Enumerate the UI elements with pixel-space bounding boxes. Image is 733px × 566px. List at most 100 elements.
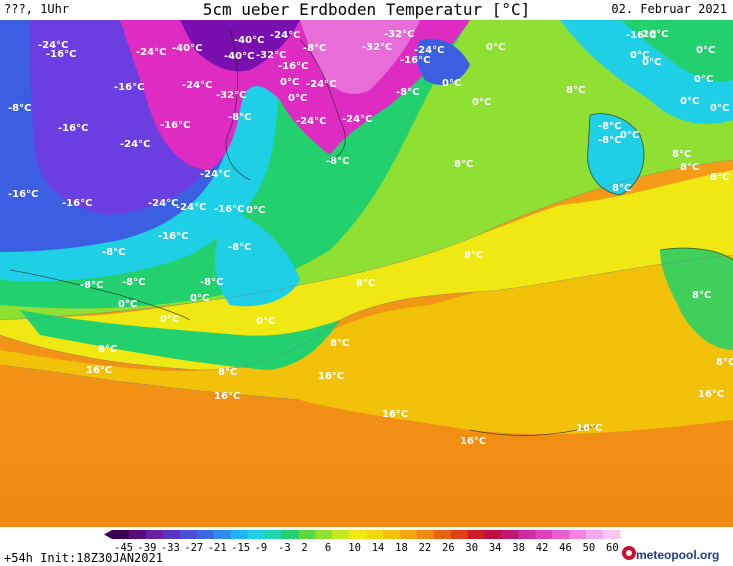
- temperature-label: 8°C: [98, 344, 117, 355]
- scale-swatch: [145, 530, 164, 539]
- temperature-label: -32°C: [384, 29, 414, 40]
- temperature-label: 16°C: [382, 409, 408, 420]
- temperature-label: 0°C: [710, 103, 729, 114]
- temperature-label: 8°C: [566, 85, 585, 96]
- temperature-label: -16°C: [214, 204, 244, 215]
- forecast-date: 02. Februar 2021: [611, 2, 727, 16]
- temperature-label: -40°C: [234, 35, 264, 46]
- temperature-label: 8°C: [710, 172, 729, 183]
- temperature-label: 0°C: [472, 97, 491, 108]
- temperature-label: 0°C: [680, 96, 699, 107]
- scale-swatch: [518, 530, 536, 539]
- temperature-label: 16°C: [460, 436, 486, 447]
- temperature-label: 16°C: [86, 365, 112, 376]
- temperature-label: 0°C: [288, 93, 307, 104]
- init-time: +54h Init:18Z30JAN2021: [4, 551, 163, 565]
- map-header: ???, 1Uhr 5cm ueber Erdboden Temperatur …: [0, 0, 733, 20]
- map-title: 5cm ueber Erdboden Temperatur [°C]: [202, 0, 531, 19]
- temperature-label: -8°C: [102, 247, 125, 258]
- scale-value: 22: [418, 542, 432, 554]
- temperature-label: -24°C: [342, 114, 372, 125]
- scale-swatch: [535, 530, 553, 539]
- temperature-label: 16°C: [318, 371, 344, 382]
- scale-value: -27: [184, 542, 204, 554]
- temperature-label: 0°C: [630, 50, 649, 61]
- temperature-label: -40°C: [172, 43, 202, 54]
- zone-ne-blue: [416, 38, 470, 85]
- zone-isles: [587, 113, 644, 195]
- temperature-label: -16°C: [8, 189, 38, 200]
- temperature-label: -8°C: [228, 242, 251, 253]
- temperature-label: -8°C: [396, 87, 419, 98]
- temperature-label: -16°C: [626, 30, 656, 41]
- scale-swatch: [264, 530, 282, 539]
- temperature-label: 8°C: [672, 149, 691, 160]
- zone-greenland-ice: [300, 20, 420, 94]
- scale-swatch: [501, 530, 519, 539]
- temperature-label: -24°C: [38, 40, 68, 51]
- scale-swatch: [467, 530, 486, 539]
- scale-swatch: [315, 530, 333, 539]
- temperature-label: -16°C: [278, 61, 308, 72]
- temperature-label: -8°C: [228, 112, 251, 123]
- scale-value: 30: [465, 542, 479, 554]
- scale-swatch: [162, 530, 181, 539]
- scale-swatch: [349, 530, 367, 539]
- temperature-label: 0°C: [442, 78, 461, 89]
- scale-value: 50: [582, 542, 596, 554]
- temperature-label: -24°C: [306, 79, 336, 90]
- scale-value: -21: [207, 542, 227, 554]
- scale-value: 10: [348, 542, 361, 554]
- temperature-label: 0°C: [246, 205, 265, 216]
- temperature-label: 8°C: [716, 357, 733, 368]
- map-footer: [0, 527, 733, 566]
- temperature-label: -16°C: [638, 29, 668, 40]
- zone-amber: [0, 240, 733, 435]
- temperature-label: 0°C: [642, 57, 661, 68]
- temperature-label: -16°C: [158, 231, 188, 242]
- scale-swatch: [552, 530, 570, 539]
- scale-value: -15: [231, 542, 251, 554]
- scale-value: 34: [488, 542, 502, 554]
- temperature-label: -8°C: [8, 103, 31, 114]
- scale-value: 38: [512, 542, 525, 554]
- temperature-labels: -24°C-16°C -24°C -40°C-40°C -24°C-40°C -32°C…: [8, 29, 733, 447]
- scale-swatch: [128, 530, 147, 539]
- brand-name: meteopool.org: [636, 548, 720, 562]
- temperature-label: -16°C: [46, 49, 76, 60]
- temperature-label: -8°C: [598, 121, 621, 132]
- temperature-label: -24°C: [176, 202, 206, 213]
- scale-swatch: [230, 530, 248, 539]
- scale-swatch: [366, 530, 384, 539]
- temperature-label: 16°C: [576, 423, 602, 434]
- meteopool-logo-icon: [622, 546, 636, 560]
- temperature-label: -24°C: [414, 45, 444, 56]
- scale-swatch: [603, 530, 621, 539]
- temperature-label: -24°C: [120, 139, 150, 150]
- zone-deep-cold: [180, 20, 300, 72]
- scale-value: 6: [324, 542, 332, 554]
- temperature-label: -24°C: [182, 80, 212, 91]
- scale-value: 60: [606, 542, 619, 554]
- temperature-map: -24°C-16°C -24°C -40°C-40°C -24°C-40°C -32°C…: [0, 20, 733, 527]
- scale-value: -3: [278, 542, 291, 554]
- temperature-label: 8°C: [356, 278, 375, 289]
- contours: [0, 159, 733, 401]
- scale-swatch: [416, 530, 435, 539]
- temperature-label: 0°C: [256, 316, 275, 327]
- temperature-label: -24°C: [296, 116, 326, 127]
- temperature-label: 16°C: [698, 389, 724, 400]
- zone-ne-green: [620, 20, 733, 82]
- scale-value: 26: [442, 542, 455, 554]
- zone-cyan-sea: [215, 210, 300, 307]
- temperature-label: 8°C: [454, 159, 473, 170]
- zone-green-south: [20, 310, 340, 370]
- temperature-label: 0°C: [486, 42, 505, 53]
- temperature-label: 8°C: [612, 183, 631, 194]
- temperature-label: 8°C: [464, 250, 483, 261]
- temperature-label: 0°C: [620, 130, 639, 141]
- scale-value: -33: [160, 542, 180, 554]
- temperature-label: -16°C: [62, 198, 92, 209]
- temperature-label: 0°C: [160, 314, 179, 325]
- temperature-label: -8°C: [303, 43, 326, 54]
